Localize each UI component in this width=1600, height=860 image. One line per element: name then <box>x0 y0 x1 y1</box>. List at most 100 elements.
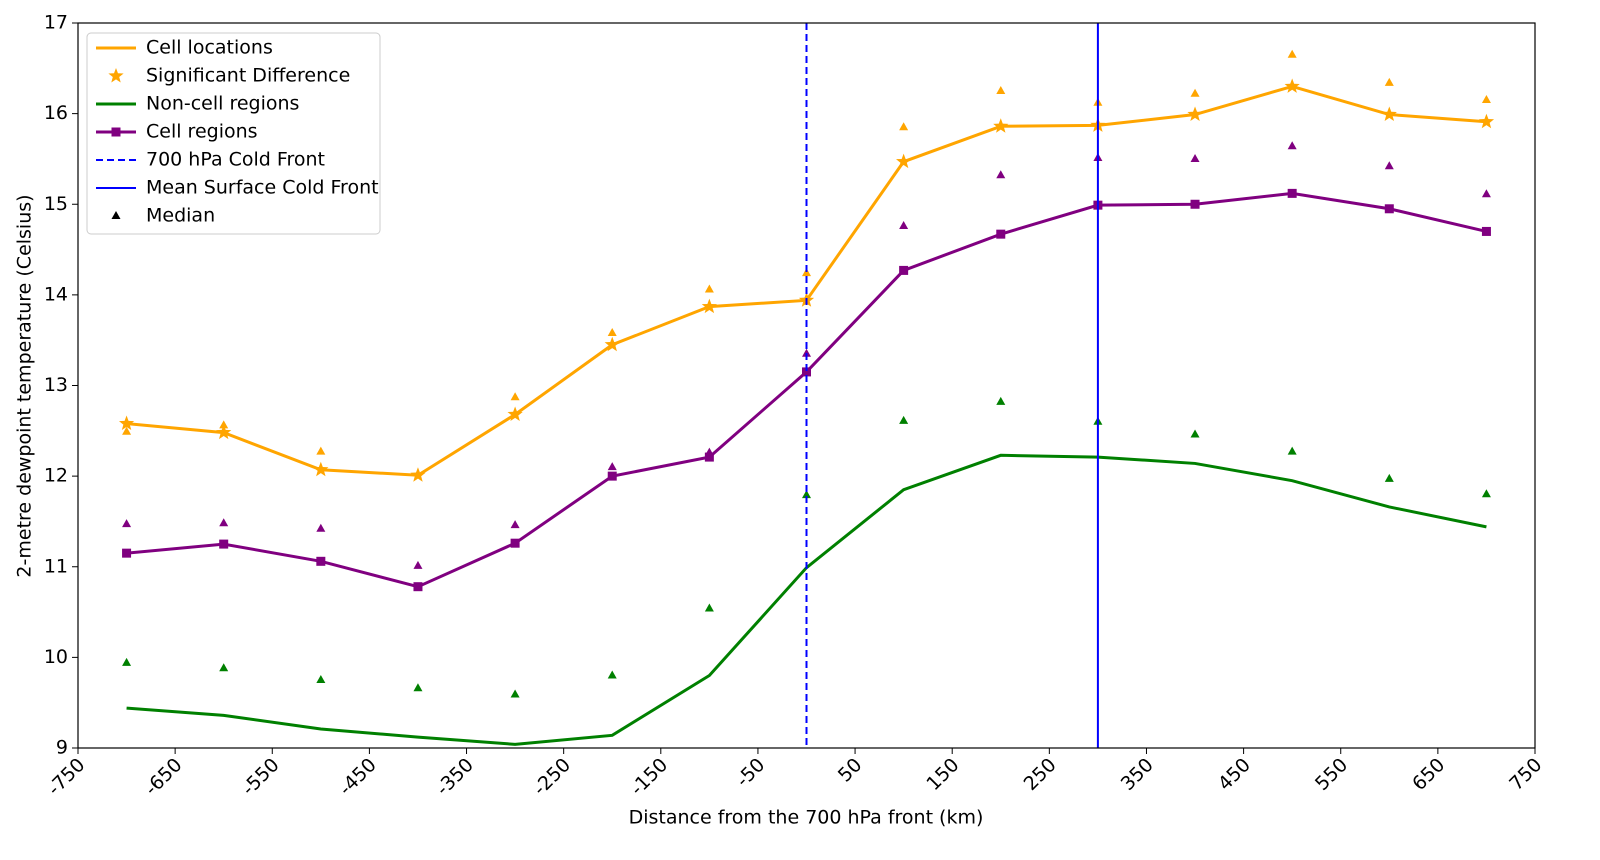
star-marker <box>604 336 620 352</box>
legend-label: Cell regions <box>146 121 258 143</box>
square-marker <box>510 538 520 548</box>
legend-label: Cell locations <box>146 37 273 59</box>
x-tick-label: 450 <box>1214 754 1255 795</box>
x-tick-label: 250 <box>1020 754 1061 795</box>
star-marker <box>1284 78 1300 93</box>
median-marker <box>899 415 909 424</box>
y-tick-label: 16 <box>44 102 68 124</box>
square-marker <box>316 556 326 566</box>
star-marker <box>216 424 232 440</box>
median-marker <box>899 122 909 131</box>
star-marker <box>410 467 426 482</box>
median-marker <box>1481 95 1491 104</box>
median-marker <box>413 560 423 569</box>
x-tick-label: 350 <box>1117 754 1158 795</box>
square-marker <box>1287 188 1297 198</box>
median-marker <box>802 268 811 277</box>
x-tick-label: 650 <box>1408 754 1449 795</box>
star-marker <box>1187 106 1203 121</box>
median-marker <box>316 446 326 455</box>
star-marker <box>118 415 135 431</box>
legend-box <box>86 32 381 235</box>
median-marker <box>899 221 909 229</box>
median-marker <box>996 85 1006 94</box>
legend-triangle <box>111 211 121 219</box>
median-marker <box>122 426 132 435</box>
square-marker <box>1190 199 1200 209</box>
legend-star <box>108 68 124 83</box>
median-marker <box>219 420 229 429</box>
median-marker <box>607 327 617 336</box>
median-marker <box>802 348 811 357</box>
legend-label: Median <box>146 205 215 227</box>
legend-label: Significant Difference <box>146 65 350 87</box>
median-marker <box>1384 473 1394 482</box>
y-axis-label: 2-metre dewpoint temperature (Celsius) <box>14 194 36 577</box>
star-marker <box>313 461 329 477</box>
star-marker <box>993 118 1009 133</box>
legend: Cell locations Significant Difference Non-… <box>86 32 381 235</box>
median-marker <box>1384 161 1394 170</box>
y-tick-label: 13 <box>44 374 68 396</box>
median-marker <box>1481 189 1491 198</box>
median-marker <box>316 675 326 684</box>
y-tick-label: 14 <box>44 283 68 305</box>
median-marker <box>607 462 617 471</box>
median-marker <box>704 284 714 293</box>
median-marker <box>996 396 1006 405</box>
y-tick-label: 17 <box>44 12 68 34</box>
median-marker <box>607 670 617 679</box>
star-marker <box>896 153 912 169</box>
x-tick-label: -50 <box>732 754 770 792</box>
x-tick-label: -250 <box>529 754 575 800</box>
median-marker <box>1287 141 1297 150</box>
square-marker <box>413 582 423 592</box>
star-marker <box>1478 113 1495 129</box>
y-tick-label: 9 <box>56 737 68 759</box>
star-marker <box>1381 106 1397 121</box>
square-marker <box>1481 226 1491 236</box>
median-marker <box>1481 489 1491 498</box>
y-tick-label: 12 <box>44 465 68 487</box>
plot-frame <box>77 22 1536 749</box>
legend-label: Non-cell regions <box>146 93 299 115</box>
median-marker <box>510 520 520 529</box>
median-marker <box>316 523 326 532</box>
median-marker <box>704 603 714 612</box>
x-tick-label: -450 <box>335 754 381 800</box>
x-tick-label: -750 <box>43 754 89 800</box>
square-marker <box>122 548 132 558</box>
square-marker <box>1384 204 1394 214</box>
median-marker <box>1287 49 1297 58</box>
square-marker <box>996 229 1006 239</box>
y-tick-label: 15 <box>44 193 68 215</box>
star-marker <box>701 298 717 314</box>
median-marker <box>510 392 520 401</box>
legend-label: 700 hPa Cold Front <box>146 149 325 171</box>
y-tick-label: 11 <box>44 555 68 577</box>
x-tick-label: 750 <box>1505 754 1546 795</box>
x-tick-label: -550 <box>238 754 284 800</box>
median-marker <box>1190 153 1200 162</box>
x-tick-label: 150 <box>922 754 963 795</box>
median-marker <box>1384 77 1394 86</box>
x-tick-label: -350 <box>432 754 478 800</box>
square-marker <box>607 471 617 481</box>
square-marker <box>219 539 229 549</box>
square-marker <box>704 452 714 462</box>
median-marker <box>802 490 811 499</box>
median-marker <box>1287 446 1297 455</box>
median-marker <box>413 683 423 692</box>
median-marker <box>122 657 132 666</box>
median-marker <box>122 519 132 528</box>
square-marker <box>802 367 811 377</box>
y-tick-label: 10 <box>44 646 68 668</box>
star-marker <box>507 406 523 421</box>
x-tick-label: -650 <box>141 754 187 800</box>
square-marker <box>899 265 909 275</box>
median-marker <box>996 170 1006 179</box>
median-marker <box>510 689 520 698</box>
median-marker <box>1190 88 1200 97</box>
legend-label: Mean Surface Cold Front <box>146 177 379 199</box>
